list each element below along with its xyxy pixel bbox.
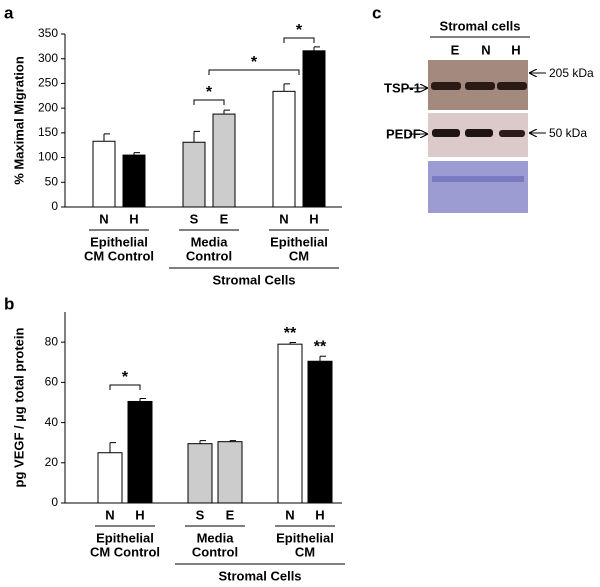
- y-tick-label: 20: [45, 455, 59, 469]
- group-label: Epithelial: [90, 234, 148, 249]
- y-axis-label: % Maximal Migration: [11, 56, 26, 185]
- error-bar: [193, 130, 200, 143]
- row-label: PEDF: [386, 126, 421, 141]
- bar: [122, 154, 146, 208]
- error-bar: [139, 397, 146, 402]
- annotation: *: [122, 369, 129, 386]
- group-label: Epithelial: [270, 234, 328, 249]
- group-label: Media: [191, 234, 229, 249]
- lane-label: N: [481, 42, 490, 57]
- bar: [127, 400, 153, 504]
- y-tick-label: 200: [38, 100, 58, 114]
- panel-label: b: [4, 294, 14, 313]
- x-tick-label: N: [279, 211, 288, 226]
- annotation: *: [296, 22, 303, 39]
- annotation: *: [251, 54, 258, 71]
- error-bar: [199, 440, 206, 444]
- error-bar: [133, 152, 140, 156]
- error-bar: [103, 133, 110, 142]
- band: [465, 129, 493, 137]
- bar: [307, 360, 333, 504]
- y-tick-label: 60: [45, 375, 59, 389]
- bar: [187, 443, 213, 504]
- supergroup-label: Stromal Cells: [218, 568, 301, 583]
- bar: [97, 452, 123, 504]
- group-label: Media: [197, 530, 235, 545]
- group-label: Epithelial: [96, 530, 154, 545]
- x-tick-label: S: [196, 507, 205, 522]
- blot-title: Stromal cells: [440, 18, 521, 33]
- y-tick-label: 300: [38, 51, 58, 65]
- error-bar: [223, 109, 230, 115]
- y-tick-label: 50: [45, 174, 59, 188]
- band: [465, 82, 495, 90]
- bracket: [283, 37, 315, 43]
- bar: [302, 50, 326, 208]
- error-bar: [109, 442, 116, 453]
- band: [497, 82, 527, 90]
- marker-label: 50 kDa: [549, 126, 587, 140]
- y-tick-label: 80: [45, 334, 59, 348]
- y-axis-label: pg VEGF / µg total protein: [11, 328, 26, 488]
- blot-image: [428, 161, 528, 213]
- panel-label: a: [4, 3, 14, 22]
- y-tick-label: 0: [51, 199, 58, 213]
- group-label: CM: [289, 248, 309, 263]
- bracket: [109, 384, 141, 390]
- lane-label: E: [451, 42, 460, 57]
- supergroup-label: Stromal Cells: [212, 272, 295, 287]
- x-tick-label: E: [220, 211, 229, 226]
- bar: [272, 90, 296, 208]
- bracket: [208, 69, 300, 75]
- marker-label: 205 kDa: [549, 66, 594, 80]
- bar: [92, 140, 116, 208]
- lane-label: H: [511, 42, 520, 57]
- y-tick-label: 250: [38, 76, 58, 90]
- group-label: Control: [192, 544, 238, 559]
- x-tick-label: N: [105, 507, 114, 522]
- error-bar: [283, 83, 290, 92]
- x-tick-label: E: [226, 507, 235, 522]
- x-tick-label: H: [315, 507, 324, 522]
- annotation: **: [314, 338, 327, 355]
- y-tick-label: 40: [45, 415, 59, 429]
- y-tick-label: 150: [38, 125, 58, 139]
- band: [431, 82, 461, 90]
- error-bar: [289, 342, 296, 345]
- band: [432, 176, 524, 182]
- x-tick-label: H: [135, 507, 144, 522]
- group-label: Epithelial: [276, 530, 334, 545]
- annotation: **: [284, 325, 297, 342]
- group-label: CM Control: [90, 544, 160, 559]
- error-bar: [313, 46, 320, 51]
- x-tick-label: N: [99, 211, 108, 226]
- annotation: *: [206, 84, 213, 101]
- bar: [217, 441, 243, 504]
- group-label: CM Control: [84, 248, 154, 263]
- band: [499, 130, 525, 137]
- bracket: [193, 99, 225, 105]
- error-bar: [319, 355, 326, 362]
- band: [432, 129, 460, 137]
- x-tick-label: H: [309, 211, 318, 226]
- y-tick-label: 350: [38, 26, 58, 40]
- y-tick-label: 0: [51, 495, 58, 509]
- row-label: TSP-1: [384, 80, 421, 95]
- x-tick-label: S: [190, 211, 199, 226]
- error-bar: [229, 440, 236, 442]
- x-tick-label: N: [285, 507, 294, 522]
- y-tick-label: 100: [38, 150, 58, 164]
- bar: [182, 141, 206, 208]
- group-label: CM: [295, 544, 315, 559]
- x-tick-label: H: [129, 211, 138, 226]
- panel-label: c: [372, 3, 381, 22]
- group-label: Control: [186, 248, 232, 263]
- bar: [277, 343, 303, 504]
- bar: [212, 113, 236, 208]
